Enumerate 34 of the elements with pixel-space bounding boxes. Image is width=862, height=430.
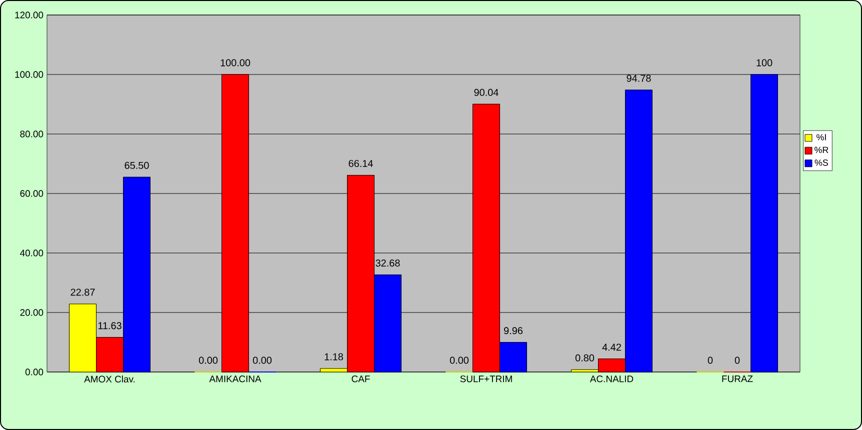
y-tick-label: 100.00 <box>15 71 44 78</box>
y-tick-label: 40.00 <box>20 250 44 256</box>
y-tick-label: 20.00 <box>20 309 44 316</box>
data-label: 0 <box>708 356 713 364</box>
x-tick-label: AC.NALID <box>590 376 634 382</box>
data-label: 1.18 <box>324 353 344 360</box>
x-tick-label: SULF+TRIM <box>460 376 512 382</box>
data-label: 100.00 <box>220 59 250 66</box>
data-label: 66.14 <box>348 160 373 168</box>
legend-label: %R <box>814 146 828 154</box>
data-label: 100 <box>756 59 772 66</box>
data-label: 65.50 <box>124 162 149 169</box>
x-tick-label: CAF <box>352 376 370 382</box>
data-label: 11.63 <box>98 322 122 330</box>
legend-label: %S <box>814 159 828 166</box>
x-tick-label: FURAZ <box>722 376 753 382</box>
y-tick-label: 80.00 <box>20 130 44 138</box>
data-label: 0.00 <box>450 356 469 364</box>
data-label: 0.80 <box>575 354 594 362</box>
data-label: 94.78 <box>626 74 651 82</box>
data-label: 0.00 <box>252 356 272 364</box>
y-tick-label: 0.00 <box>25 368 44 376</box>
x-tick-label: AMOX Clav. <box>84 376 135 382</box>
data-label: 32.68 <box>376 260 400 267</box>
data-label: 0 <box>734 356 740 364</box>
y-tick-label: 120.00 <box>15 12 44 18</box>
legend-label: %I <box>816 134 826 140</box>
y-tick-label: 60.00 <box>20 190 44 197</box>
data-label: 9.96 <box>504 327 523 334</box>
data-label: 0.00 <box>198 356 218 364</box>
x-tick-label: AMIKACINA <box>209 376 262 382</box>
data-label: 4.42 <box>602 344 621 351</box>
data-label: 90.04 <box>474 88 498 96</box>
data-label: 22.87 <box>70 288 95 296</box>
